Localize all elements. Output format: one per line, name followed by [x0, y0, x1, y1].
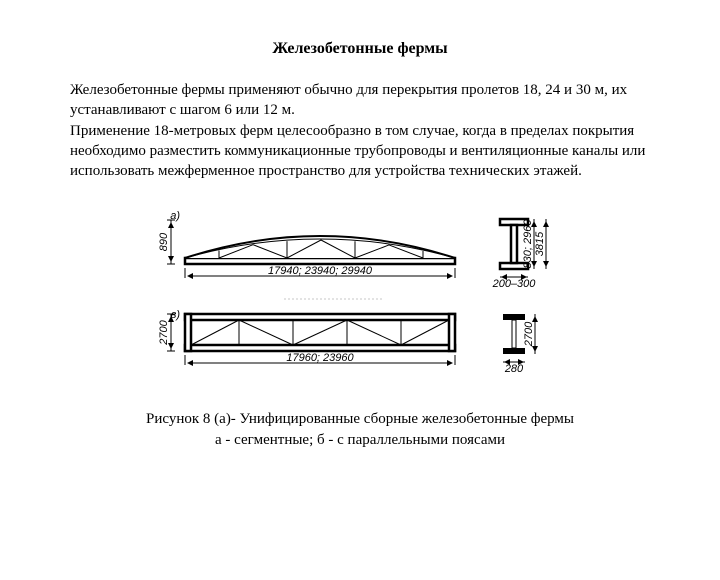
svg-text:3815: 3815	[534, 231, 546, 256]
svg-text:17940; 23940; 29940: 17940; 23940; 29940	[268, 265, 373, 277]
svg-text:2700: 2700	[523, 321, 535, 347]
svg-text:890: 890	[158, 232, 170, 251]
svg-text:830; 2960: 830; 2960	[522, 219, 534, 269]
truss-diagram: а)89017940; 23940; 29940830; 29603815200…	[145, 199, 575, 394]
svg-text:2700: 2700	[158, 320, 170, 346]
svg-text:17960; 23960: 17960; 23960	[286, 352, 354, 364]
caption-line-1: Рисунок 8 (а)- Унифицированные сборные ж…	[146, 411, 574, 427]
svg-text:280: 280	[504, 363, 524, 375]
svg-text:200–300: 200–300	[492, 278, 537, 290]
page-title: Железобетонные фермы	[0, 40, 720, 58]
svg-text:в): в)	[171, 309, 181, 321]
caption-line-2: а - сегментные; б - с параллельными пояс…	[215, 432, 505, 448]
body-paragraph: Железобетонные фермы применяют обычно дл…	[70, 80, 650, 181]
figure: а)89017940; 23940; 29940830; 29603815200…	[0, 199, 720, 450]
figure-caption: Рисунок 8 (а)- Унифицированные сборные ж…	[0, 409, 720, 450]
